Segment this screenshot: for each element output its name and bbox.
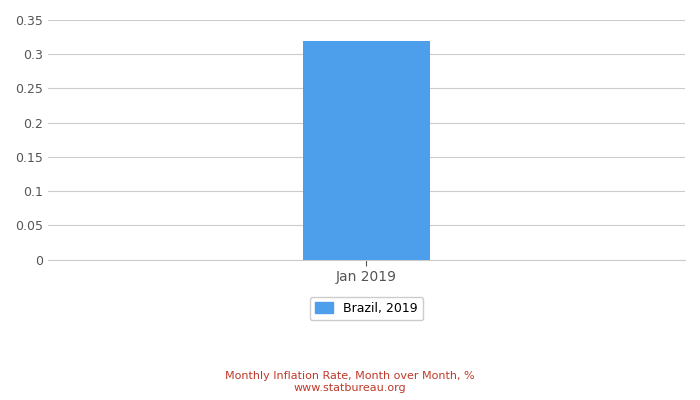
Text: Monthly Inflation Rate, Month over Month, %: Monthly Inflation Rate, Month over Month… bbox=[225, 371, 475, 381]
Bar bbox=[302, 40, 430, 260]
Text: www.statbureau.org: www.statbureau.org bbox=[294, 383, 406, 393]
Legend: Brazil, 2019: Brazil, 2019 bbox=[309, 297, 423, 320]
